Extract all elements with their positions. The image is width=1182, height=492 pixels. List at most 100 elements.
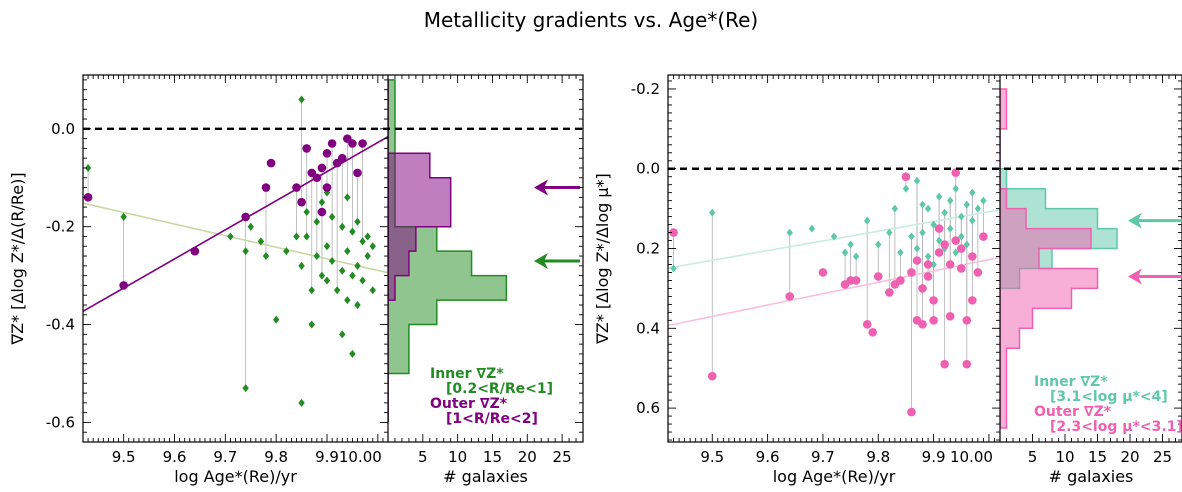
- point-outer-31: [951, 168, 961, 178]
- point-outer-32: [956, 244, 966, 253]
- point-inner-1: [120, 212, 127, 221]
- point-outer-14: [322, 183, 332, 192]
- point-outer-10: [312, 173, 322, 183]
- point-outer-34: [962, 316, 972, 325]
- panel-right: 9.5 9.6 9.7 9.8 9.9 10.00 -0.2 0.0 0.2 0.4 0.6 5 10 1…: [593, 74, 1182, 486]
- point-inner-30: [339, 266, 346, 275]
- point-inner-25: [935, 236, 943, 245]
- point-inner-18: [313, 252, 321, 261]
- point-inner-16: [308, 286, 315, 295]
- point-inner-20: [924, 252, 932, 261]
- point-outer-6: [292, 183, 301, 192]
- point-inner-8: [272, 315, 280, 324]
- point-inner-4: [242, 247, 249, 256]
- point-outer-20: [353, 168, 362, 178]
- point-inner-6: [257, 237, 265, 246]
- point-inner-7: [852, 252, 860, 261]
- x-tick-label: 10.00: [950, 448, 993, 466]
- point-inner-38: [974, 204, 982, 213]
- point-inner-0: [670, 264, 677, 273]
- y-axis-title: ∇Z* [Δlog Z*/Δlog μ*]: [593, 173, 612, 345]
- axes-frame: [82, 74, 584, 443]
- y-tick-label: 0.4: [636, 319, 660, 337]
- y-axis-title: ∇Z* [Δlog Z*/Δ(R/Re)]: [8, 172, 27, 345]
- point-inner-34: [344, 296, 351, 305]
- point-inner-39: [354, 261, 361, 270]
- point-inner-4: [830, 232, 838, 241]
- point-outer-15: [327, 139, 337, 148]
- scatter-area: [83, 95, 388, 407]
- point-inner-12: [298, 398, 305, 407]
- fit-line: [83, 202, 388, 274]
- point-inner-20: [318, 271, 326, 280]
- y-tick-label: -0.4: [46, 316, 75, 334]
- hist-axis-title: # galaxies: [443, 467, 528, 486]
- point-outer-37: [968, 296, 977, 305]
- legend-label-0: Inner ∇Z*: [1034, 374, 1108, 390]
- ticks: 9.5 9.6 9.7 9.8 9.9 10.00 0.0 -0.2 -0.4 -0.6 5 10 15…: [46, 75, 584, 466]
- point-outer-39: [979, 232, 988, 241]
- point-outer-8: [302, 144, 311, 153]
- point-inner-32: [958, 212, 965, 221]
- point-outer-4: [261, 183, 271, 192]
- point-inner-22: [930, 220, 937, 229]
- point-outer-2: [190, 246, 200, 256]
- arrow-head: [1128, 212, 1142, 229]
- point-outer-1: [707, 371, 717, 381]
- point-outer-33: [956, 264, 966, 273]
- x-axis-title: log Age*(Re)/yr: [773, 467, 896, 486]
- point-inner-17: [913, 244, 921, 253]
- y-tick-label: 0.0: [51, 120, 75, 138]
- fit-line: [668, 256, 1000, 327]
- point-outer-2: [785, 292, 795, 301]
- point-outer-11: [317, 163, 327, 173]
- point-inner-16: [913, 176, 921, 185]
- point-inner-23: [323, 242, 331, 251]
- point-outer-6: [851, 276, 861, 285]
- point-inner-37: [349, 349, 356, 358]
- point-outer-27: [940, 240, 949, 249]
- point-inner-5: [247, 222, 254, 231]
- y-tick-label: 0.6: [636, 399, 660, 417]
- x-tick-label: 9.6: [756, 448, 780, 466]
- arrow-head: [534, 179, 548, 196]
- point-inner-17: [308, 320, 315, 329]
- point-inner-6: [847, 240, 854, 249]
- point-outer-0: [83, 193, 93, 202]
- point-outer-19: [348, 139, 357, 148]
- point-inner-8: [864, 216, 871, 225]
- hist-axis-title: # galaxies: [1049, 467, 1134, 486]
- point-inner-7: [262, 252, 270, 261]
- hist-x-tick-label: 25: [1153, 448, 1172, 466]
- legend-label-1: Outer ∇Z*: [430, 396, 508, 412]
- point-outer-20: [923, 260, 933, 269]
- point-outer-0: [669, 228, 678, 237]
- point-inner-15: [303, 208, 310, 217]
- point-outer-15: [907, 268, 916, 277]
- point-inner-40: [354, 300, 361, 309]
- point-inner-39: [980, 196, 987, 205]
- point-inner-9: [875, 240, 882, 249]
- point-inner-2: [786, 228, 793, 237]
- x-tick-label: 10.00: [339, 448, 382, 466]
- point-inner-45: [369, 242, 376, 251]
- point-outer-10: [885, 288, 894, 297]
- point-inner-3: [242, 384, 249, 393]
- point-inner-33: [958, 232, 965, 241]
- point-inner-30: [952, 184, 959, 193]
- point-inner-31: [952, 248, 959, 257]
- point-inner-0: [84, 163, 92, 172]
- point-outer-13: [901, 172, 911, 182]
- point-inner-5: [841, 248, 849, 257]
- point-inner-24: [935, 192, 943, 201]
- point-inner-36: [969, 188, 976, 197]
- point-outer-13: [322, 148, 332, 158]
- point-inner-1: [709, 208, 716, 217]
- point-outer-36: [968, 252, 977, 261]
- legend-label-1: Outer ∇Z*: [1034, 404, 1112, 420]
- point-inner-12: [897, 248, 904, 257]
- scatter-area: [668, 168, 1000, 417]
- point-inner-31: [339, 330, 346, 339]
- point-outer-17: [337, 153, 347, 163]
- x-tick-label: 9.5: [112, 448, 136, 466]
